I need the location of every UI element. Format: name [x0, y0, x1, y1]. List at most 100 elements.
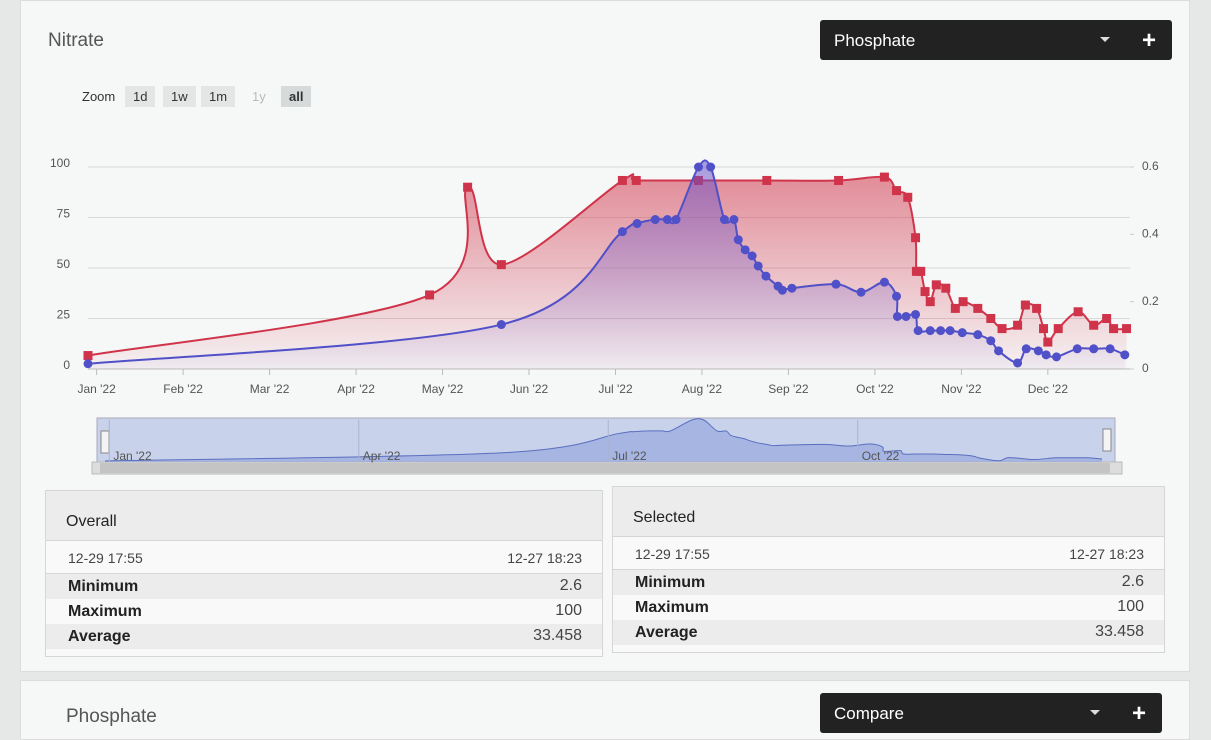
marker: [1089, 344, 1099, 354]
navigator-line: [104, 418, 1103, 462]
stat-label: Average: [68, 628, 131, 645]
marker: [1041, 350, 1051, 360]
end-date: 12-27 18:23: [507, 550, 582, 566]
marker: [787, 283, 797, 293]
scrollbar-thumb[interactable]: [100, 463, 1110, 473]
x-tick-label: Sep '22: [768, 382, 809, 396]
stats-title: Overall: [46, 491, 602, 541]
marker: [761, 271, 771, 281]
caret-icon: [1090, 710, 1100, 715]
y2-tick-label: 0: [1142, 361, 1149, 375]
zoom-button: 1y: [252, 89, 266, 104]
zoom-button[interactable]: 1w: [163, 86, 196, 107]
stats-panel: Selected 12-29 17:55 12-27 18:23 Minimum…: [612, 486, 1165, 653]
navigator-label: Jul '22: [612, 449, 647, 463]
zoom-button[interactable]: all: [281, 86, 312, 107]
marker: [957, 328, 967, 338]
stat-label: Minimum: [68, 578, 139, 595]
y-tick-label: 50: [57, 257, 71, 271]
stat-value: 33.458: [533, 627, 582, 644]
marker: [879, 172, 889, 182]
marker: [1013, 320, 1023, 330]
marker: [1053, 324, 1063, 334]
x-tick-label: Aug '22: [682, 382, 723, 396]
area: [88, 160, 1125, 369]
x-tick-label: Apr '22: [337, 382, 375, 396]
marker: [925, 297, 935, 307]
marker: [831, 279, 841, 289]
marker: [973, 303, 983, 313]
marker: [916, 266, 926, 276]
caret-icon: [1100, 37, 1110, 42]
date-range: 12-29 17:55 12-27 18:23: [46, 541, 602, 574]
marker: [892, 311, 902, 321]
stat-value: 100: [1117, 598, 1144, 615]
marker: [719, 215, 729, 225]
marker: [496, 260, 506, 270]
marker: [632, 219, 642, 229]
marker: [911, 233, 921, 243]
y-tick-label: 100: [50, 156, 70, 170]
zoom-button[interactable]: 1m: [201, 86, 236, 107]
marker: [1039, 324, 1049, 334]
marker: [777, 285, 787, 295]
marker: [740, 245, 750, 255]
marker: [1102, 314, 1112, 323]
zoom-button[interactable]: 1d: [125, 86, 156, 107]
date-range: 12-29 17:55 12-27 18:23: [613, 537, 1164, 570]
y-tick-label: 0: [63, 358, 70, 372]
marker: [762, 175, 772, 185]
zoom-label: Zoom: [82, 89, 116, 104]
start-date: 12-29 17:55: [635, 546, 710, 562]
marker: [693, 162, 703, 172]
y2-tick-label: 0.2: [1142, 294, 1159, 308]
x-tick-label: Nov '22: [941, 382, 982, 396]
marker: [1109, 324, 1119, 334]
marker: [650, 215, 660, 225]
stat-row: Average 33.458: [46, 624, 602, 649]
marker: [1013, 358, 1023, 368]
marker: [997, 324, 1007, 334]
marker: [631, 175, 641, 185]
marker: [1073, 307, 1083, 317]
page: Nitrate Phosphate + Zoom 1d 1w 1m 1y all…: [20, 0, 1190, 740]
marker: [903, 192, 913, 202]
marker: [994, 346, 1004, 356]
marker: [856, 287, 866, 297]
marker: [986, 314, 996, 323]
navigator-handle[interactable]: [100, 430, 110, 454]
parameter-select[interactable]: Phosphate +: [820, 20, 1172, 60]
compare-select[interactable]: Compare +: [820, 693, 1162, 733]
navigator-label: Oct '22: [862, 449, 900, 463]
marker: [941, 283, 951, 293]
marker: [617, 227, 627, 237]
stat-value: 2.6: [559, 577, 582, 594]
x-tick-label: Mar '22: [250, 382, 290, 396]
stats-title: Selected: [613, 487, 1164, 537]
marker: [945, 326, 955, 336]
marker: [1021, 344, 1031, 354]
x-tick-label: Dec '22: [1028, 382, 1069, 396]
stat-value: 2.6: [1121, 573, 1144, 590]
marker: [1072, 344, 1082, 354]
stat-label: Minimum: [635, 574, 706, 591]
marker: [733, 235, 743, 245]
marker: [1122, 324, 1132, 334]
y-tick-label: 75: [57, 207, 71, 221]
marker: [958, 297, 968, 307]
marker: [83, 351, 93, 361]
x-tick-label: Jul '22: [598, 382, 633, 396]
add-button[interactable]: +: [1131, 700, 1146, 727]
marker: [425, 290, 435, 300]
add-button[interactable]: +: [1141, 27, 1156, 54]
marker: [496, 320, 506, 330]
x-tick-label: Feb '22: [163, 382, 203, 396]
marker: [986, 336, 996, 346]
marker: [1032, 303, 1042, 313]
navigator-handle[interactable]: [1102, 428, 1112, 452]
marker: [617, 175, 627, 185]
marker: [936, 326, 946, 336]
navigator-area: [105, 418, 1103, 462]
marker: [931, 280, 941, 290]
marker: [911, 309, 921, 319]
